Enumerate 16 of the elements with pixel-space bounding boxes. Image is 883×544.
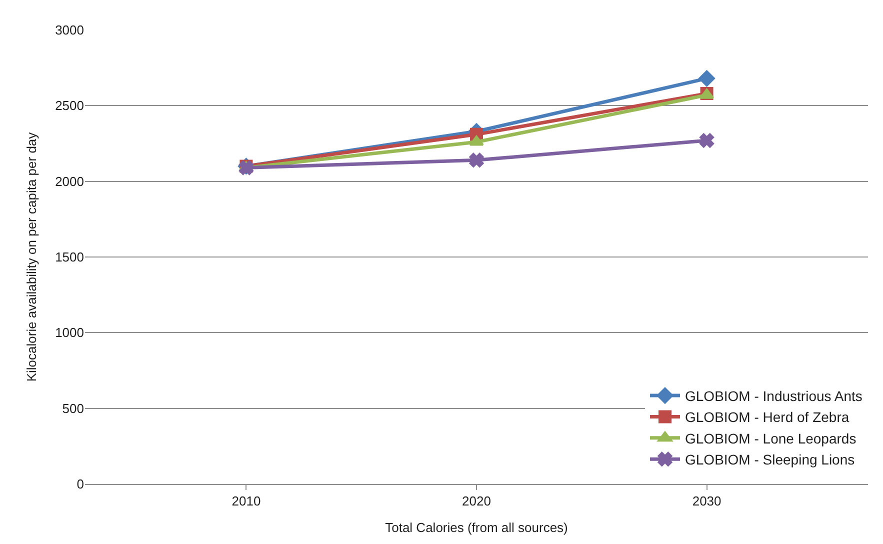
y-tick-label: 2000 (55, 174, 84, 189)
y-tick-label: 1500 (55, 250, 84, 265)
x-tick-label: 2030 (692, 494, 722, 509)
x-tick-label: 2020 (462, 494, 491, 509)
y-tick-label: 0 (76, 476, 84, 492)
legend-label: GLOBIOM - Industrious Ants (685, 388, 862, 404)
legend-label: GLOBIOM - Sleeping Lions (685, 452, 855, 468)
y-tick-label: 1000 (55, 325, 84, 340)
y-tick-label: 3000 (55, 22, 84, 38)
y-tick-label: 2500 (55, 98, 84, 114)
x-tick-label: 2010 (232, 494, 261, 509)
x-axis-title: Total Calories (from all sources) (385, 520, 568, 536)
y-tick-label: 500 (62, 400, 84, 416)
legend-label: GLOBIOM - Lone Leopards (685, 430, 856, 446)
legend-label: GLOBIOM - Herd of Zebra (685, 409, 850, 426)
y-axis-title: Kilocalorie availability on per capita per day (24, 132, 40, 382)
